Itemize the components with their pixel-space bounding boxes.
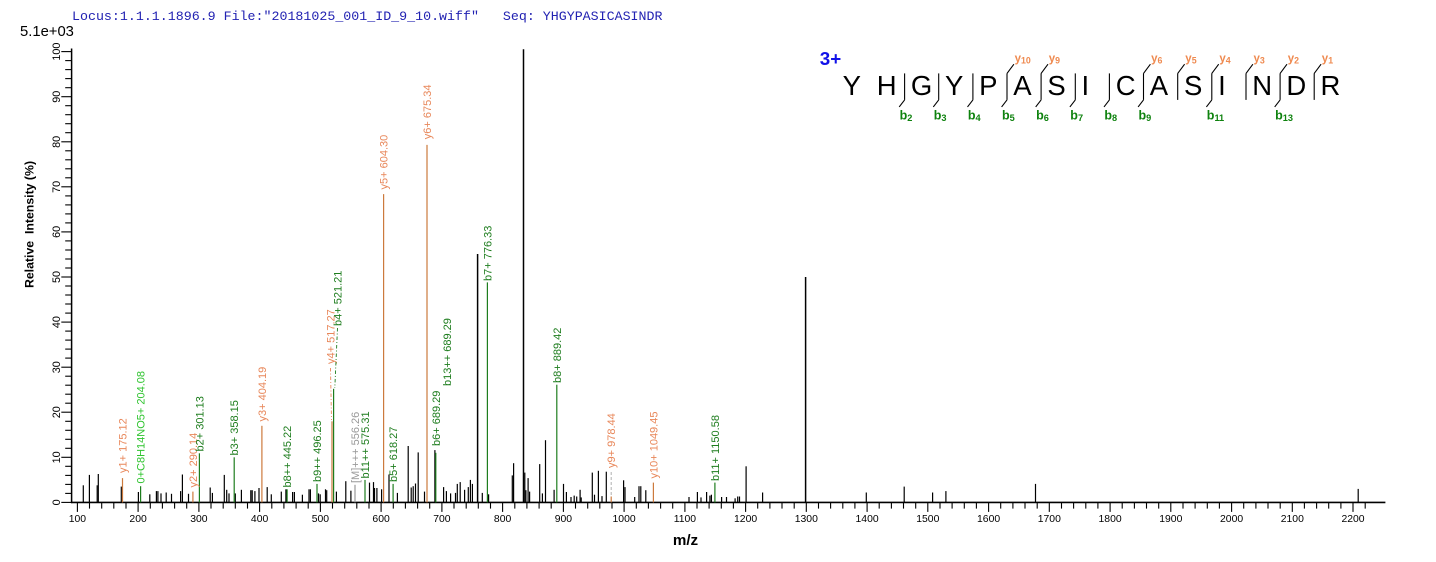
svg-text:400: 400 bbox=[251, 514, 269, 525]
svg-text:y2: y2 bbox=[1288, 53, 1299, 66]
svg-text:b8: b8 bbox=[1104, 109, 1117, 124]
svg-text:900: 900 bbox=[555, 514, 573, 525]
svg-text:b4: b4 bbox=[968, 109, 982, 124]
svg-text:[M]+++ 556.26: [M]+++ 556.26 bbox=[350, 412, 362, 483]
svg-text:Locus:1.1.1.1896.9 File:"20181: Locus:1.1.1.1896.9 File:"20181025_001_ID… bbox=[72, 9, 662, 24]
svg-text:0: 0 bbox=[51, 499, 63, 505]
svg-text:20: 20 bbox=[51, 406, 63, 418]
svg-text:600: 600 bbox=[372, 514, 390, 525]
svg-text:70: 70 bbox=[51, 181, 63, 193]
svg-text:y5+ 604.30: y5+ 604.30 bbox=[379, 135, 391, 190]
svg-text:b5+ 618.27: b5+ 618.27 bbox=[388, 427, 400, 482]
svg-text:b13: b13 bbox=[1275, 109, 1293, 124]
svg-text:50: 50 bbox=[51, 271, 63, 283]
svg-text:y9: y9 bbox=[1049, 53, 1060, 66]
svg-text:2200: 2200 bbox=[1341, 514, 1364, 525]
svg-text:1300: 1300 bbox=[795, 514, 818, 525]
svg-text:b13++ 689.29: b13++ 689.29 bbox=[442, 318, 454, 386]
svg-text:5.1e+03: 5.1e+03 bbox=[20, 24, 74, 40]
svg-text:90: 90 bbox=[51, 91, 63, 103]
svg-text:b7+ 776.33: b7+ 776.33 bbox=[482, 226, 494, 281]
svg-text:y6+ 675.34: y6+ 675.34 bbox=[422, 84, 434, 139]
svg-text:b5: b5 bbox=[1002, 109, 1015, 124]
svg-text:b11++ 575.31: b11++ 575.31 bbox=[360, 411, 372, 478]
svg-text:b3: b3 bbox=[934, 109, 947, 124]
svg-text:G: G bbox=[911, 70, 932, 101]
svg-text:500: 500 bbox=[312, 514, 330, 525]
svg-text:y4: y4 bbox=[1219, 53, 1230, 66]
svg-text:N: N bbox=[1252, 70, 1272, 101]
svg-text:100: 100 bbox=[69, 514, 87, 525]
svg-text:y1: y1 bbox=[1322, 53, 1333, 66]
svg-text:Relative Intensity (%): Relative Intensity (%) bbox=[23, 161, 37, 288]
svg-text:b11+ 1150.58: b11+ 1150.58 bbox=[710, 415, 722, 481]
svg-text:y4+ 517.27: y4+ 517.27 bbox=[326, 309, 338, 364]
svg-text:40: 40 bbox=[51, 316, 63, 328]
svg-text:b3+ 358.15: b3+ 358.15 bbox=[229, 400, 241, 455]
svg-text:1600: 1600 bbox=[977, 514, 1000, 525]
svg-text:A: A bbox=[1150, 70, 1169, 101]
svg-text:y9+ 978.44: y9+ 978.44 bbox=[606, 413, 618, 468]
svg-text:b2: b2 bbox=[900, 109, 913, 124]
svg-text:b11: b11 bbox=[1207, 109, 1224, 124]
svg-text:1700: 1700 bbox=[1038, 514, 1061, 525]
svg-text:y5: y5 bbox=[1185, 53, 1196, 66]
svg-text:3+: 3+ bbox=[820, 48, 841, 69]
svg-text:Y: Y bbox=[945, 70, 963, 101]
svg-text:b8+ 889.42: b8+ 889.42 bbox=[552, 328, 564, 383]
svg-text:10: 10 bbox=[51, 451, 63, 463]
svg-text:R: R bbox=[1321, 70, 1341, 101]
svg-text:I: I bbox=[1082, 70, 1090, 101]
svg-text:80: 80 bbox=[51, 136, 63, 148]
svg-text:1100: 1100 bbox=[674, 514, 697, 525]
svg-text:y10+ 1049.45: y10+ 1049.45 bbox=[648, 412, 660, 479]
svg-text:1000: 1000 bbox=[613, 514, 636, 525]
svg-text:y6: y6 bbox=[1151, 53, 1162, 66]
svg-text:2100: 2100 bbox=[1281, 514, 1304, 525]
svg-text:b9: b9 bbox=[1139, 109, 1152, 124]
svg-text:b2+ 301.13: b2+ 301.13 bbox=[194, 396, 206, 451]
svg-text:200: 200 bbox=[129, 514, 147, 525]
svg-text:S: S bbox=[1184, 70, 1202, 101]
svg-text:2000: 2000 bbox=[1220, 514, 1243, 525]
svg-text:30: 30 bbox=[51, 361, 63, 373]
svg-text:b9++ 496.25: b9++ 496.25 bbox=[312, 420, 324, 482]
svg-text:m/z: m/z bbox=[673, 532, 699, 549]
svg-text:y3+ 404.19: y3+ 404.19 bbox=[257, 367, 269, 422]
svg-text:D: D bbox=[1286, 70, 1306, 101]
svg-text:P: P bbox=[979, 70, 997, 101]
svg-text:100: 100 bbox=[51, 43, 63, 61]
svg-text:y10: y10 bbox=[1015, 53, 1031, 66]
svg-text:b6: b6 bbox=[1036, 109, 1049, 124]
svg-text:1900: 1900 bbox=[1159, 514, 1182, 525]
svg-text:y3: y3 bbox=[1254, 53, 1265, 66]
svg-text:1400: 1400 bbox=[856, 514, 879, 525]
svg-text:C: C bbox=[1116, 70, 1136, 101]
svg-text:1800: 1800 bbox=[1099, 514, 1122, 525]
svg-text:60: 60 bbox=[51, 226, 63, 238]
svg-text:0+C8H14NO5+ 204.08: 0+C8H14NO5+ 204.08 bbox=[136, 371, 148, 484]
svg-text:H: H bbox=[877, 70, 897, 101]
svg-text:b4+ 521.21: b4+ 521.21 bbox=[333, 271, 345, 326]
svg-text:Y: Y bbox=[843, 70, 861, 101]
svg-text:1200: 1200 bbox=[734, 514, 757, 525]
svg-text:S: S bbox=[1047, 70, 1065, 101]
svg-text:y1+ 175.12: y1+ 175.12 bbox=[118, 418, 130, 473]
svg-text:800: 800 bbox=[494, 514, 512, 525]
svg-text:b7: b7 bbox=[1070, 109, 1083, 124]
svg-text:b8++ 445.22: b8++ 445.22 bbox=[282, 426, 294, 488]
svg-text:1500: 1500 bbox=[916, 514, 939, 525]
svg-text:A: A bbox=[1013, 70, 1032, 101]
svg-text:b6+ 689.29: b6+ 689.29 bbox=[431, 391, 443, 446]
svg-text:I: I bbox=[1218, 70, 1226, 101]
svg-text:300: 300 bbox=[190, 514, 208, 525]
svg-text:700: 700 bbox=[433, 514, 451, 525]
svg-text:y2+ 290.14: y2+ 290.14 bbox=[188, 433, 200, 488]
